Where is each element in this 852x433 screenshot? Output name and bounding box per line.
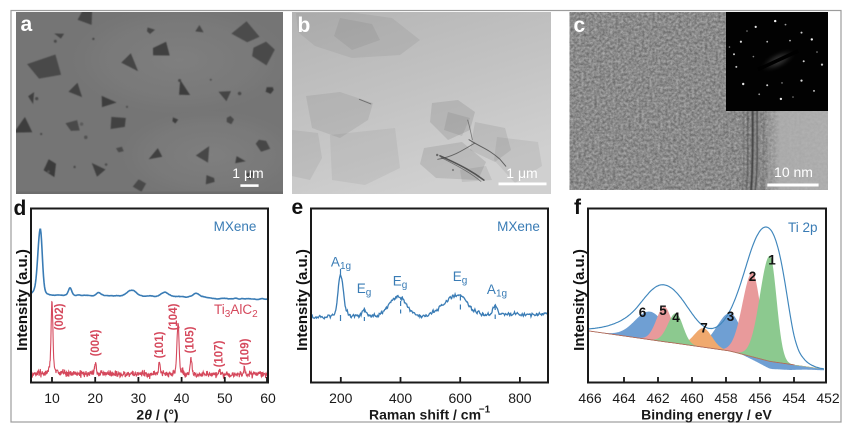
- svg-text:Intensity (a.u.): Intensity (a.u.): [294, 249, 311, 351]
- svg-text:20: 20: [87, 390, 103, 406]
- svg-text:(107): (107): [214, 340, 226, 367]
- svg-text:800: 800: [508, 390, 532, 406]
- svg-text:2: 2: [749, 269, 757, 284]
- svg-text:6: 6: [639, 305, 647, 320]
- svg-text:7: 7: [700, 321, 708, 336]
- svg-text:(109): (109): [240, 338, 252, 365]
- svg-text:458: 458: [714, 390, 738, 406]
- svg-text:d: d: [14, 197, 27, 220]
- svg-text:4: 4: [672, 310, 680, 325]
- svg-text:452: 452: [816, 390, 840, 406]
- svg-text:Raman shift / cm: Raman shift / cm: [369, 407, 481, 423]
- svg-text:456: 456: [748, 390, 772, 406]
- svg-text:460: 460: [680, 390, 704, 406]
- svg-text:1 μm: 1 μm: [232, 165, 263, 181]
- svg-text:a: a: [21, 13, 33, 36]
- svg-text:e: e: [292, 196, 304, 219]
- svg-text:2θ / (°): 2θ / (°): [136, 407, 178, 423]
- svg-text:−1: −1: [479, 405, 491, 416]
- svg-text:30: 30: [131, 390, 147, 406]
- svg-text:10 nm: 10 nm: [774, 164, 813, 180]
- svg-text:(101): (101): [154, 331, 166, 358]
- svg-text:454: 454: [782, 390, 806, 406]
- svg-text:Ti 2p: Ti 2p: [788, 220, 818, 235]
- svg-text:f: f: [574, 196, 582, 219]
- svg-text:50: 50: [217, 390, 233, 406]
- svg-text:b: b: [298, 14, 311, 37]
- svg-text:3: 3: [727, 309, 735, 324]
- svg-text:600: 600: [449, 390, 473, 406]
- svg-text:40: 40: [174, 390, 190, 406]
- svg-text:200: 200: [329, 390, 353, 406]
- svg-text:(105): (105): [185, 326, 197, 353]
- svg-text:462: 462: [646, 390, 670, 406]
- svg-text:(004): (004): [90, 329, 102, 356]
- svg-text:5: 5: [659, 303, 667, 318]
- svg-text:464: 464: [612, 390, 636, 406]
- svg-text:c: c: [574, 14, 586, 37]
- svg-text:Intensity (a.u.): Intensity (a.u.): [571, 249, 588, 351]
- svg-text:60: 60: [260, 390, 276, 406]
- svg-text:Binding energy / eV: Binding energy / eV: [641, 407, 772, 423]
- svg-text:400: 400: [389, 390, 413, 406]
- svg-text:10: 10: [44, 390, 60, 406]
- svg-text:MXene: MXene: [497, 219, 540, 234]
- svg-text:(104): (104): [168, 303, 180, 330]
- svg-text:466: 466: [578, 390, 602, 406]
- svg-text:MXene: MXene: [214, 219, 257, 234]
- svg-text:(002): (002): [54, 303, 66, 330]
- svg-text:Intensity (a.u.): Intensity (a.u.): [14, 249, 31, 351]
- svg-text:1: 1: [768, 253, 776, 268]
- svg-text:1 μm: 1 μm: [506, 165, 537, 181]
